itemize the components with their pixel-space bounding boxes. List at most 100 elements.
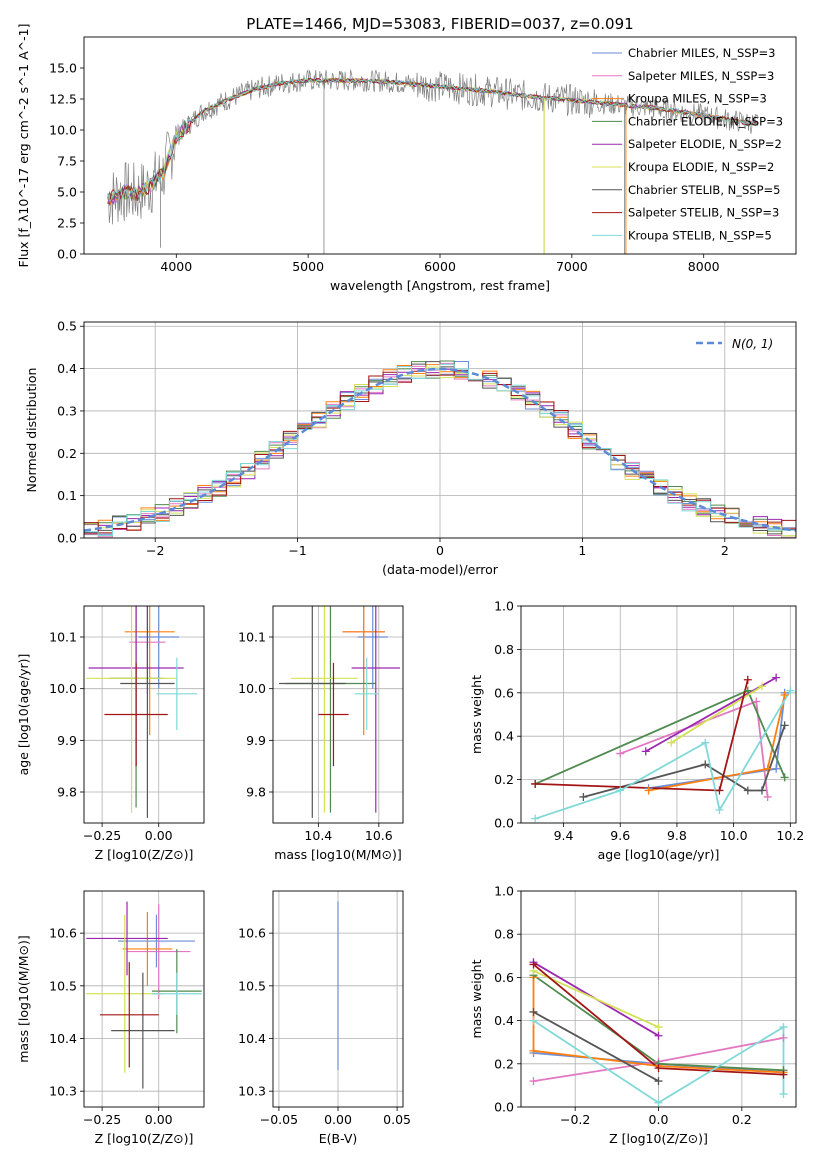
weight-marker (763, 764, 772, 773)
y-tick-label: 10.0 (49, 123, 77, 138)
legend-entry: Salpeter MILES, N_SSP=3 (628, 69, 774, 83)
axes-frame (272, 605, 404, 824)
weight-marker (715, 805, 724, 814)
weight-marker (529, 1046, 538, 1055)
weight-marker (752, 697, 761, 706)
y-tick-label: 1.0 (494, 884, 514, 899)
y-axis-label: mass [log10(M/M⊙)] (16, 935, 31, 1063)
weight-line-6 (533, 1011, 659, 1082)
y-tick-label: 0.2 (494, 772, 514, 787)
weight-marker (757, 786, 766, 795)
histogram-step-8 (84, 363, 796, 536)
weight-marker (715, 786, 724, 795)
weight-marker (531, 814, 540, 823)
z_age-panel: −0.25 0.00 9.8 9.9 10.0 10.1 Z [log10(Z/Z⊙)] ag… (16, 605, 205, 862)
weight-marker (772, 764, 781, 773)
weight-marker (654, 1077, 663, 1086)
weight-marker (654, 1098, 663, 1107)
y-tick-label: 10.5 (238, 978, 266, 993)
legend-entry: Chabrier STELIB, N_SSP=5 (628, 183, 780, 197)
y-tick-label: 12.5 (49, 92, 77, 107)
z_mass-panel: −0.25 0.00 10.3 10.4 10.5 10.6 Z [log10(Z/Z⊙)]… (16, 890, 205, 1146)
plot-area (107, 69, 760, 254)
x-tick-label: 6000 (424, 259, 456, 274)
axes-frame (520, 890, 797, 1108)
y-tick-label: 0.4 (57, 361, 77, 376)
weight-line-8 (534, 690, 792, 820)
plot-area (84, 322, 796, 538)
weight-marker (743, 786, 752, 795)
x-axis-label: mass [log10(M/M⊙)] (274, 847, 402, 862)
weight-marker (654, 1064, 663, 1073)
weight-marker (780, 773, 789, 782)
x-tick-label: 5000 (292, 259, 324, 274)
weight-marker (701, 760, 710, 769)
axes-frame (520, 605, 797, 824)
y-tick-label: 10.0 (49, 681, 77, 696)
x-tick-label: 7000 (556, 259, 588, 274)
legend-entry: N(0, 1) (732, 337, 773, 351)
ebv_mass-panel: −0.05 0.00 0.05 10.3 10.4 10.5 10.6 E(B-V) (238, 890, 411, 1146)
x-axis-label: (data-model)/error (382, 562, 499, 577)
mass_age-panel: 10.4 10.6 9.8 9.9 10.0 10.1 mass [log10(M/M⊙)] (238, 605, 404, 862)
weight-line-7 (535, 679, 749, 792)
weight-marker (763, 792, 772, 801)
y-tick-label: 9.9 (246, 733, 266, 748)
axes-frame (83, 890, 205, 1108)
y-tick-label: 7.5 (57, 154, 77, 169)
y-tick-label: 10.6 (238, 926, 266, 941)
weight-marker (616, 786, 625, 795)
plot-area (84, 606, 204, 823)
plot-area (521, 891, 796, 1107)
chart-title: PLATE=1466, MJD=53083, FIBERID=0037, z=0… (246, 15, 633, 33)
y-tick-label: 0.8 (494, 927, 514, 942)
y-tick-label: 10.1 (238, 630, 266, 645)
weight-marker (701, 738, 710, 747)
y-tick-label: 10.3 (238, 1084, 266, 1099)
x-tick-label: 9.8 (667, 828, 687, 843)
x-tick-label: 8000 (688, 259, 720, 274)
weight-marker (531, 779, 540, 788)
histogram-step-5 (84, 366, 796, 537)
y-tick-label: 0.1 (57, 488, 77, 503)
spectrum-legend: Chabrier MILES, N_SSP=3 Salpeter MILES, N… (592, 46, 783, 242)
weight-marker (779, 1033, 788, 1042)
y-tick-label: 0.6 (494, 685, 514, 700)
normal-curve (84, 367, 796, 532)
y-tick-label: 0.0 (57, 531, 77, 546)
weight-marker (529, 1016, 538, 1025)
x-tick-label: 0.2 (732, 1112, 752, 1127)
y-tick-label: 10.4 (238, 1031, 266, 1046)
x-tick-label: 10.4 (304, 828, 332, 843)
y-tick-label: 9.8 (246, 785, 266, 800)
legend-entry: Salpeter ELODIE, N_SSP=2 (628, 137, 782, 151)
axes-frame (83, 321, 797, 539)
y-axis-label: Normed distribution (24, 368, 39, 493)
weight-marker (579, 792, 588, 801)
weight-marker (779, 1070, 788, 1079)
x-axis-label: wavelength [Angstrom, rest frame] (330, 278, 550, 293)
weight-marker (654, 1031, 663, 1040)
weight-marker (779, 1090, 788, 1099)
legend-entry: Chabrier ELODIE, N_SSP=3 (628, 114, 783, 128)
weight-marker (786, 686, 795, 695)
x-tick-label: 0.0 (649, 1112, 669, 1127)
plot-area (84, 891, 204, 1107)
weight-marker (616, 749, 625, 758)
legend-entry: Kroupa MILES, N_SSP=3 (628, 92, 767, 106)
y-tick-label: 0.6 (494, 970, 514, 985)
y-tick-label: 0.0 (494, 816, 514, 831)
y-tick-label: 9.8 (57, 785, 77, 800)
y-tick-label: 0.5 (57, 319, 77, 334)
axes-frame (83, 605, 205, 824)
axes-frame (272, 890, 404, 1108)
x-tick-label: 0 (436, 543, 444, 558)
x-tick-label: 0.05 (383, 1112, 411, 1127)
age_weight-panel: 9.4 9.6 9.8 10.0 10.2 0.0 0.2 0.4 0.6 0.8 1.0 age [… (469, 599, 804, 863)
weight-marker (743, 686, 752, 695)
legend-entry: Kroupa STELIB, N_SSP=5 (628, 228, 772, 242)
y-tick-label: 10.3 (49, 1084, 77, 1099)
weight-marker (529, 1007, 538, 1016)
spectrum-panel: 4000 5000 6000 7000 8000 0.0 2.5 5.0 7.5 10.0 12.5… (16, 15, 797, 293)
